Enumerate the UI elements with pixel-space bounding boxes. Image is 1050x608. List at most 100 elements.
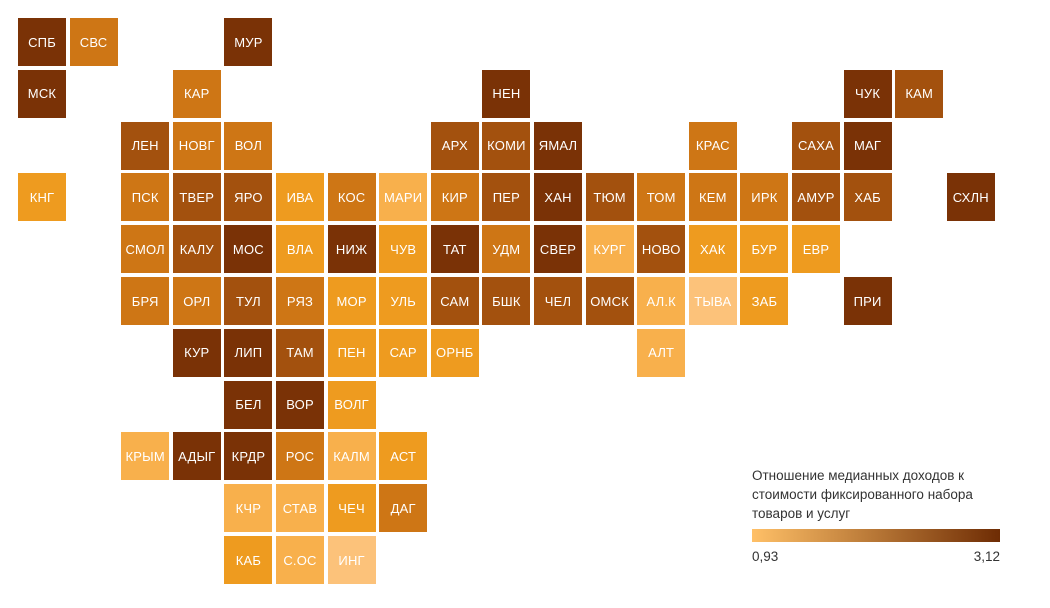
- region-tile[interactable]: МОР: [327, 277, 376, 325]
- region-tile[interactable]: ДАГ: [379, 484, 428, 533]
- region-tile[interactable]: МАРИ: [379, 173, 428, 222]
- region-label: ЯМАЛ: [538, 138, 578, 154]
- region-tile[interactable]: СТАВ: [276, 484, 324, 533]
- region-tile[interactable]: АЛТ: [637, 328, 686, 377]
- region-tile[interactable]: ЛЕН: [121, 121, 170, 170]
- region-tile[interactable]: АСТ: [379, 432, 428, 481]
- region-tile[interactable]: КРЫМ: [121, 432, 170, 481]
- region-label: БШК: [492, 293, 521, 309]
- region-label: КИР: [441, 189, 468, 205]
- region-tile[interactable]: РОС: [276, 432, 324, 481]
- region-tile[interactable]: КИР: [430, 173, 479, 222]
- region-tile[interactable]: САХА: [792, 121, 840, 170]
- region-tile[interactable]: ОРНБ: [430, 328, 479, 377]
- region-tile[interactable]: КАБ: [224, 536, 273, 584]
- region-tile[interactable]: КЧР: [224, 484, 273, 533]
- region-label: СМОЛ: [125, 241, 165, 257]
- region-tile[interactable]: НОВГ: [172, 121, 221, 170]
- region-tile[interactable]: КРАС: [688, 121, 737, 170]
- region-label: РОС: [285, 448, 315, 464]
- region-tile[interactable]: ВОЛ: [224, 121, 273, 170]
- region-tile[interactable]: ТЫВА: [688, 277, 737, 325]
- region-tile[interactable]: СВЕР: [534, 225, 582, 274]
- region-tile[interactable]: ПСК: [121, 173, 170, 222]
- region-tile[interactable]: ЧЕЧ: [327, 484, 376, 533]
- region-tile[interactable]: ТОМ: [637, 173, 686, 222]
- region-tile[interactable]: ВОР: [276, 380, 324, 429]
- region-tile[interactable]: КАЛМ: [327, 432, 376, 481]
- region-tile[interactable]: ТАМ: [276, 328, 324, 377]
- region-tile[interactable]: БУР: [740, 225, 789, 274]
- region-tile[interactable]: АЛ.К: [637, 277, 686, 325]
- region-tile[interactable]: РЯЗ: [276, 277, 324, 325]
- region-label: КАЛМ: [333, 448, 370, 464]
- region-tile[interactable]: МСК: [18, 69, 66, 118]
- region-tile[interactable]: ИРК: [740, 173, 789, 222]
- region-label: КРДР: [231, 448, 266, 464]
- region-tile[interactable]: МОС: [224, 225, 273, 274]
- region-tile[interactable]: КАЛУ: [172, 225, 221, 274]
- region-tile[interactable]: КРДР: [224, 432, 273, 481]
- region-label: МОС: [232, 241, 264, 257]
- region-tile[interactable]: ХАН: [534, 173, 582, 222]
- region-tile[interactable]: БЕЛ: [224, 380, 273, 429]
- region-tile[interactable]: МАГ: [843, 121, 892, 170]
- region-tile[interactable]: ЧУК: [843, 69, 892, 118]
- region-tile[interactable]: АМУР: [792, 173, 840, 222]
- region-tile[interactable]: ЧУВ: [379, 225, 428, 274]
- region-tile[interactable]: НИЖ: [327, 225, 376, 274]
- region-label: ТВЕР: [179, 189, 215, 205]
- region-tile[interactable]: ПЕН: [327, 328, 376, 377]
- region-tile[interactable]: АДЫГ: [172, 432, 221, 481]
- region-tile[interactable]: БРЯ: [121, 277, 170, 325]
- region-label: ВОЛГ: [334, 397, 369, 413]
- region-tile[interactable]: СХЛН: [946, 173, 995, 222]
- region-tile[interactable]: САМ: [430, 277, 479, 325]
- region-tile[interactable]: ЛИП: [224, 328, 273, 377]
- region-tile[interactable]: ХАБ: [843, 173, 892, 222]
- region-tile[interactable]: КАР: [172, 69, 221, 118]
- region-tile[interactable]: КУР: [172, 328, 221, 377]
- region-label: ПЕН: [337, 345, 366, 361]
- region-tile[interactable]: ИНГ: [327, 536, 376, 584]
- region-tile[interactable]: ХАК: [688, 225, 737, 274]
- region-tile[interactable]: УЛЬ: [379, 277, 428, 325]
- region-tile[interactable]: ЗАБ: [740, 277, 789, 325]
- region-tile[interactable]: КУРГ: [585, 225, 634, 274]
- region-tile[interactable]: НОВО: [637, 225, 686, 274]
- region-tile[interactable]: С.ОС: [276, 536, 324, 584]
- region-tile[interactable]: ТЮМ: [585, 173, 634, 222]
- region-tile[interactable]: ТВЕР: [172, 173, 221, 222]
- region-tile[interactable]: ПЕР: [482, 173, 531, 222]
- region-tile[interactable]: ТУЛ: [224, 277, 273, 325]
- region-tile[interactable]: ВОЛГ: [327, 380, 376, 429]
- region-tile[interactable]: АРХ: [430, 121, 479, 170]
- region-tile[interactable]: ИВА: [276, 173, 324, 222]
- region-tile[interactable]: УДМ: [482, 225, 531, 274]
- region-label: ЧУВ: [390, 241, 417, 257]
- region-tile[interactable]: КОС: [327, 173, 376, 222]
- region-tile[interactable]: КОМИ: [482, 121, 531, 170]
- region-tile[interactable]: КНГ: [18, 173, 66, 222]
- region-tile[interactable]: ЧЕЛ: [534, 277, 582, 325]
- region-tile[interactable]: САР: [379, 328, 428, 377]
- region-tile[interactable]: ЕВР: [792, 225, 840, 274]
- region-tile[interactable]: ОРЛ: [172, 277, 221, 325]
- region-tile[interactable]: ТАТ: [430, 225, 479, 274]
- region-tile[interactable]: СМОЛ: [121, 225, 170, 274]
- region-tile[interactable]: ПРИ: [843, 277, 892, 325]
- region-tile[interactable]: ЯРО: [224, 173, 273, 222]
- region-tile[interactable]: СВС: [69, 18, 118, 66]
- region-tile[interactable]: КАМ: [895, 69, 944, 118]
- region-tile[interactable]: НЕН: [482, 69, 531, 118]
- region-tile[interactable]: БШК: [482, 277, 531, 325]
- region-tile[interactable]: МУР: [224, 18, 273, 66]
- region-tile[interactable]: СПБ: [18, 18, 66, 66]
- region-tile[interactable]: КЕМ: [688, 173, 737, 222]
- region-label: СХЛН: [952, 189, 989, 205]
- region-label: СВС: [79, 34, 108, 50]
- region-tile[interactable]: ВЛА: [276, 225, 324, 274]
- region-tile[interactable]: ОМСК: [585, 277, 634, 325]
- region-tile[interactable]: ЯМАЛ: [534, 121, 582, 170]
- region-label: ОМСК: [590, 293, 629, 309]
